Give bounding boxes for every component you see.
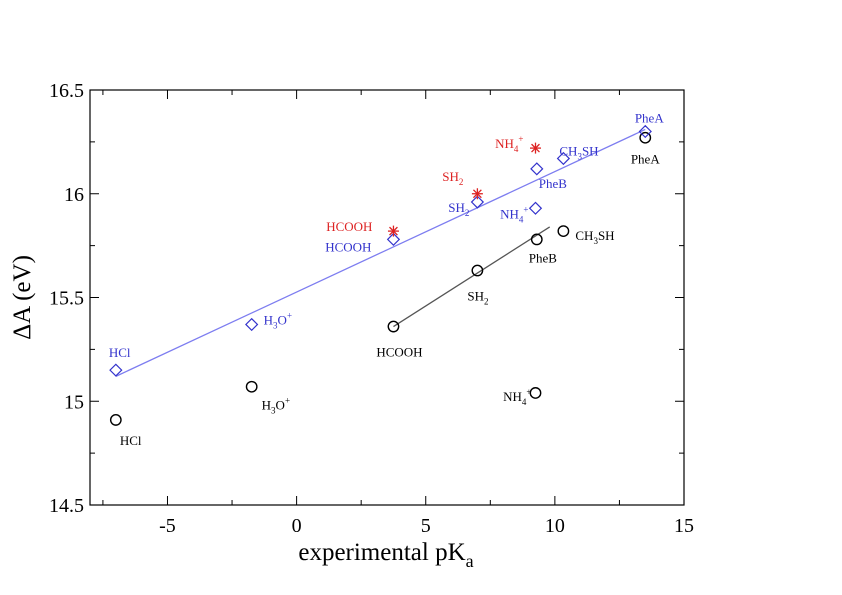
point-label: HCl [120, 433, 142, 448]
data-point-diamond [528, 201, 543, 215]
x-tick-label: 15 [674, 515, 694, 537]
point-label: PheA [635, 111, 665, 126]
y-axis-title: ΔA (eV) [9, 255, 36, 340]
x-axis-title: experimental pKa [298, 539, 473, 571]
data-point-diamond [470, 195, 485, 209]
data-point-circle [529, 387, 542, 399]
fit-line [115, 128, 646, 377]
point-label: PheB [539, 176, 568, 191]
data-point-star [387, 225, 399, 237]
data-point-circle [530, 233, 543, 246]
point-label: HCl [109, 345, 131, 360]
data-point-diamond [638, 124, 652, 139]
point-label: H3O+ [262, 396, 290, 416]
data-point-circle [639, 131, 652, 144]
point-label: CH3SH [559, 143, 598, 161]
x-tick-label: -5 [159, 515, 176, 537]
data-point-diamond [245, 317, 259, 332]
x-tick-label: 5 [421, 515, 431, 537]
x-tick-label: 0 [292, 515, 302, 537]
point-label: SH2 [442, 169, 463, 187]
point-label: HCOOH [325, 239, 371, 254]
y-tick-label: 15.5 [49, 288, 84, 310]
point-label: HCOOH [326, 219, 372, 234]
y-tick-label: 16 [64, 184, 84, 206]
data-point-circle [245, 380, 258, 393]
y-tick-label: 15 [64, 391, 84, 413]
data-point-star [530, 142, 541, 154]
data-point-circle [109, 414, 122, 426]
data-point-diamond [556, 151, 571, 166]
y-tick-label: 14.5 [49, 495, 84, 517]
point-label: PheA [631, 152, 661, 167]
point-label: NH4+ [500, 204, 528, 224]
point-label: HCOOH [376, 345, 422, 360]
x-tick-label: 10 [545, 515, 565, 537]
data-point-circle [387, 320, 400, 333]
point-label: NH4+ [503, 387, 531, 407]
point-label: H3O+ [264, 310, 292, 330]
data-point-diamond [109, 363, 123, 377]
data-point-diamond [386, 232, 401, 247]
fit-line [393, 226, 551, 328]
point-label: SH2 [448, 200, 469, 218]
data-point-diamond [530, 162, 544, 176]
point-label: CH3SH [575, 228, 614, 246]
point-label: SH2 [467, 289, 488, 307]
data-point-circle [557, 225, 570, 238]
point-label: PheB [529, 250, 558, 265]
data-point-circle [471, 264, 484, 277]
y-tick-label: 16.5 [49, 80, 84, 102]
data-point-star [471, 188, 483, 200]
point-label: NH4+ [495, 134, 523, 154]
